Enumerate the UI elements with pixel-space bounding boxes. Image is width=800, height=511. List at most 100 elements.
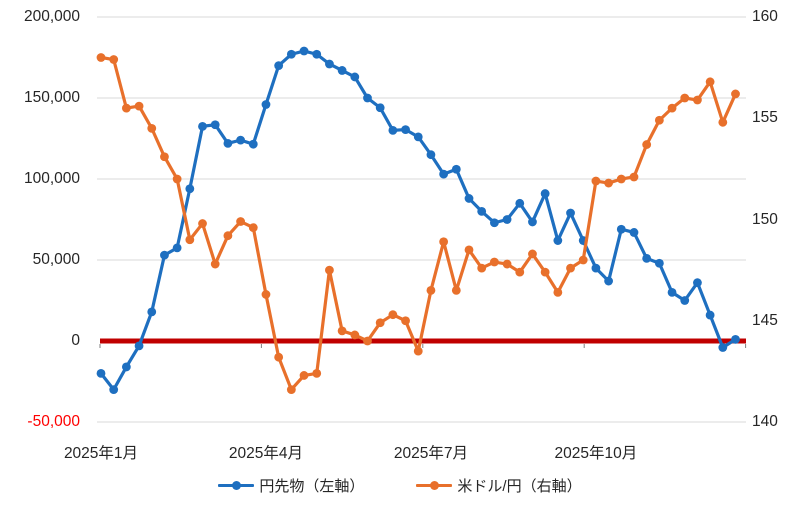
- right-axis-tick-label: 150: [752, 210, 778, 228]
- data-point-marker-s0-w32: [489, 218, 499, 228]
- data-point-marker-s1-w26: [413, 346, 423, 356]
- x-axis-tick-label: 2025年4月: [228, 445, 304, 462]
- data-point-marker-s1-w2: [109, 55, 119, 64]
- data-point-marker-s1-w18: [312, 369, 322, 378]
- right-axis-tick-label: 155: [752, 109, 778, 127]
- data-point-marker-s1-w12: [236, 217, 245, 226]
- data-point-marker-s0-w46: [667, 288, 677, 297]
- data-point-marker-s1-w35: [528, 249, 537, 259]
- x-axis-tick-label: 2025年10月: [554, 445, 638, 462]
- data-point-marker-s1-w37: [553, 288, 563, 297]
- data-point-marker-s0-w4: [134, 341, 144, 351]
- data-point-marker-s0-w24: [388, 125, 398, 135]
- data-point-marker-s1-w27: [426, 285, 436, 295]
- data-point-marker-s0-w8: [185, 184, 195, 194]
- data-point-marker-s0-w40: [591, 263, 601, 273]
- data-point-marker-s1-w42: [616, 174, 626, 184]
- data-point-marker-s0-w51: [731, 334, 740, 344]
- data-point-marker-s0-w16: [286, 49, 296, 59]
- data-point-marker-s0-w15: [274, 61, 284, 70]
- data-point-marker-s1-w31: [477, 263, 487, 273]
- data-point-marker-s1-w34: [515, 267, 525, 277]
- data-point-marker-s1-w8: [185, 235, 195, 245]
- data-point-marker-s0-w43: [629, 228, 639, 237]
- data-point-marker-s0-w10: [210, 120, 220, 130]
- legend: 円先物（左軸） 米ドル/円（右軸）: [0, 475, 800, 496]
- data-point-marker-s1-w13: [248, 223, 258, 233]
- left-axis-tick-label: 150,000: [23, 89, 80, 106]
- data-point-marker-s1-w48: [693, 95, 702, 105]
- right-axis-tick-label: 145: [752, 311, 778, 329]
- data-point-marker-s1-w47: [680, 93, 690, 103]
- data-point-marker-s0-w21: [350, 72, 360, 82]
- data-point-marker-s0-w47: [680, 296, 690, 305]
- data-point-marker-s1-w40: [591, 176, 601, 186]
- left-axis-tick-label: 100,000: [23, 170, 80, 187]
- data-point-marker-s1-w49: [705, 77, 715, 87]
- data-point-marker-s1-w51: [731, 89, 740, 99]
- data-point-marker-s0-w37: [553, 236, 563, 245]
- right-axis-tick-label: 140: [752, 413, 778, 430]
- data-point-marker-s1-w15: [274, 352, 284, 362]
- data-point-marker-s0-w49: [705, 310, 715, 320]
- data-point-marker-s0-w9: [198, 121, 207, 131]
- data-point-marker-s1-w9: [198, 219, 207, 228]
- data-point-marker-s1-w1: [96, 53, 106, 62]
- data-point-marker-s0-w12: [236, 135, 245, 145]
- data-point-marker-s0-w20: [337, 66, 347, 75]
- data-point-marker-s1-w38: [566, 263, 575, 273]
- data-point-marker-s1-w19: [325, 265, 334, 275]
- data-point-marker-s1-w36: [540, 267, 550, 277]
- data-point-marker-s0-w29: [451, 164, 461, 174]
- data-point-marker-s0-w41: [604, 276, 613, 286]
- data-point-marker-s0-w31: [477, 207, 487, 216]
- data-point-marker-s0-w22: [363, 93, 372, 103]
- data-point-marker-s0-w33: [502, 215, 512, 224]
- data-point-marker-s1-w7: [172, 174, 182, 184]
- data-point-marker-s1-w23: [375, 318, 385, 328]
- data-point-marker-s0-w30: [464, 194, 474, 203]
- data-point-marker-s1-w21: [350, 330, 360, 340]
- data-point-marker-s0-w18: [312, 49, 322, 59]
- data-point-marker-s0-w7: [172, 243, 182, 253]
- data-point-marker-s1-w44: [642, 140, 652, 149]
- data-point-marker-s0-w13: [248, 139, 258, 149]
- data-point-marker-s0-w48: [693, 278, 702, 288]
- data-point-marker-s1-w16: [286, 385, 296, 394]
- data-point-marker-s1-w29: [451, 285, 461, 295]
- data-point-marker-s0-w5: [147, 307, 157, 317]
- data-point-marker-s1-w39: [578, 255, 588, 265]
- data-point-marker-s0-w36: [540, 189, 550, 198]
- data-point-marker-s1-w43: [629, 172, 639, 182]
- x-axis-tick-label: 2025年7月: [393, 445, 468, 462]
- data-point-marker-s1-w10: [210, 259, 220, 269]
- left-axis-tick-label: -50,000: [27, 413, 80, 430]
- data-point-marker-s1-w30: [464, 245, 474, 255]
- data-point-marker-s1-w28: [439, 237, 449, 247]
- legend-item-yen-futures: 円先物（左軸）: [218, 475, 364, 496]
- data-point-marker-s1-w4: [134, 101, 144, 111]
- data-point-marker-s0-w1: [96, 369, 106, 378]
- data-point-marker-s0-w23: [375, 103, 385, 113]
- data-point-marker-s0-w35: [528, 217, 537, 227]
- data-point-marker-s0-w34: [515, 198, 525, 208]
- data-point-marker-s1-w17: [299, 371, 309, 380]
- data-point-marker-s0-w3: [121, 362, 131, 372]
- data-point-marker-s0-w17: [299, 46, 309, 56]
- data-point-marker-s0-w28: [439, 169, 449, 179]
- data-point-marker-s1-w41: [604, 178, 613, 188]
- x-axis-tick-label: 2025年1月: [63, 445, 139, 462]
- left-axis-tick-label: 50,000: [32, 251, 80, 268]
- usdjpy-line-marker-icon: [416, 481, 453, 491]
- data-point-marker-s0-w14: [261, 100, 271, 109]
- data-point-marker-s0-w45: [654, 258, 664, 268]
- data-point-marker-s1-w46: [667, 103, 677, 113]
- data-point-marker-s0-w50: [718, 343, 728, 352]
- data-point-marker-s0-w2: [109, 385, 119, 394]
- legend-label-usdjpy: 米ドル/円（右軸）: [457, 478, 582, 495]
- data-point-marker-s1-w25: [401, 316, 410, 326]
- data-point-marker-s1-w50: [718, 117, 728, 127]
- data-point-marker-s1-w6: [160, 152, 169, 162]
